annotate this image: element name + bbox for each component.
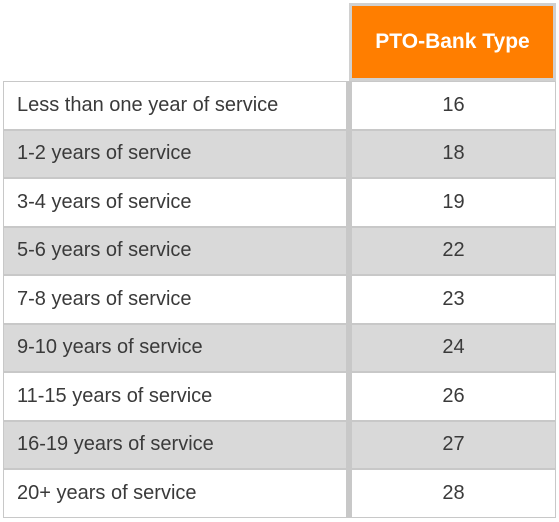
row-label: 11-15 years of service [3, 372, 349, 421]
row-label: 5-6 years of service [3, 226, 349, 275]
table-row: Less than one year of service 16 [3, 81, 556, 130]
table-body: Less than one year of service 16 1-2 yea… [3, 81, 556, 518]
row-label: Less than one year of service [3, 81, 349, 130]
row-label: 3-4 years of service [3, 178, 349, 227]
table-row: 16-19 years of service 27 [3, 420, 556, 469]
table-row: 11-15 years of service 26 [3, 372, 556, 421]
table-row: 1-2 years of service 18 [3, 129, 556, 178]
row-value: 26 [349, 372, 556, 421]
column-header-pto-bank-type: PTO-Bank Type [349, 3, 556, 81]
row-value: 22 [349, 226, 556, 275]
row-value: 27 [349, 420, 556, 469]
table-row: 20+ years of service 28 [3, 469, 556, 518]
table-row: 7-8 years of service 23 [3, 275, 556, 324]
row-label: 20+ years of service [3, 469, 349, 518]
row-value: 23 [349, 275, 556, 324]
row-value: 19 [349, 178, 556, 227]
row-label: 1-2 years of service [3, 129, 349, 178]
row-value: 16 [349, 81, 556, 130]
table-row: 3-4 years of service 19 [3, 178, 556, 227]
row-label: 9-10 years of service [3, 323, 349, 372]
table-row: 9-10 years of service 24 [3, 323, 556, 372]
row-value: 24 [349, 323, 556, 372]
row-value: 18 [349, 129, 556, 178]
row-value: 28 [349, 469, 556, 518]
pto-table: PTO-Bank Type Less than one year of serv… [3, 3, 556, 519]
table-row: 5-6 years of service 22 [3, 226, 556, 275]
row-label: 16-19 years of service [3, 420, 349, 469]
table-header-row: PTO-Bank Type [3, 3, 556, 81]
row-label: 7-8 years of service [3, 275, 349, 324]
